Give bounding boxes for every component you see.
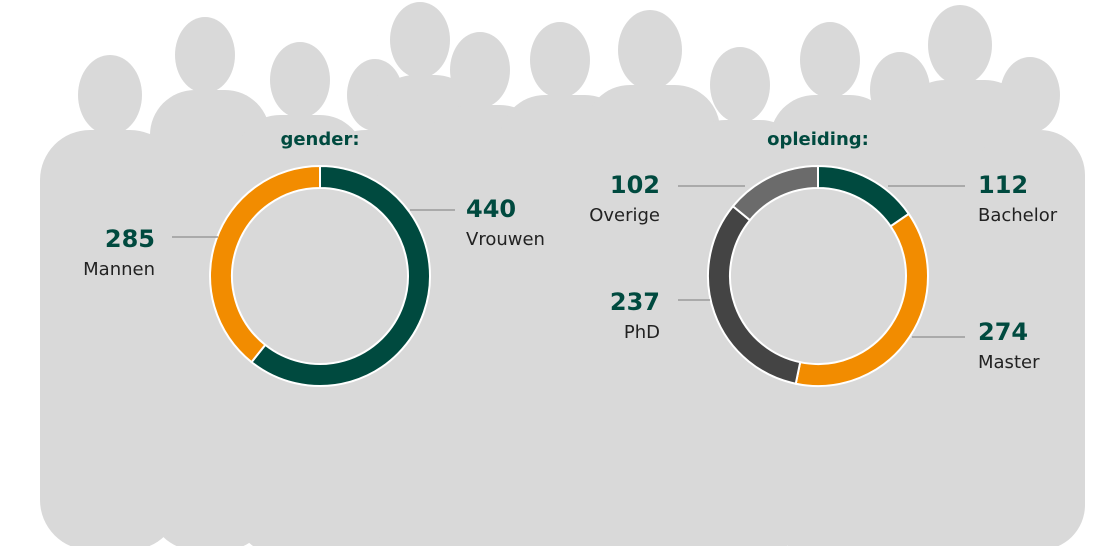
category-label: Mannen [83,259,155,280]
value-label: 102 [610,171,660,199]
chart-title: opleiding: [767,129,869,150]
category-label: Bachelor [978,205,1058,226]
value-label: 440 [466,195,516,223]
value-label: 237 [610,288,660,316]
donut-slice [209,164,321,364]
donut-slice [250,164,431,387]
category-label: PhD [624,322,660,343]
donut-slice [731,164,819,222]
category-label: Master [978,352,1040,373]
value-label: 285 [105,225,155,253]
value-label: 274 [978,318,1028,346]
category-label: Vrouwen [466,229,545,250]
value-label: 112 [978,171,1028,199]
chart-title: gender: [280,129,359,150]
category-label: Overige [589,205,660,226]
